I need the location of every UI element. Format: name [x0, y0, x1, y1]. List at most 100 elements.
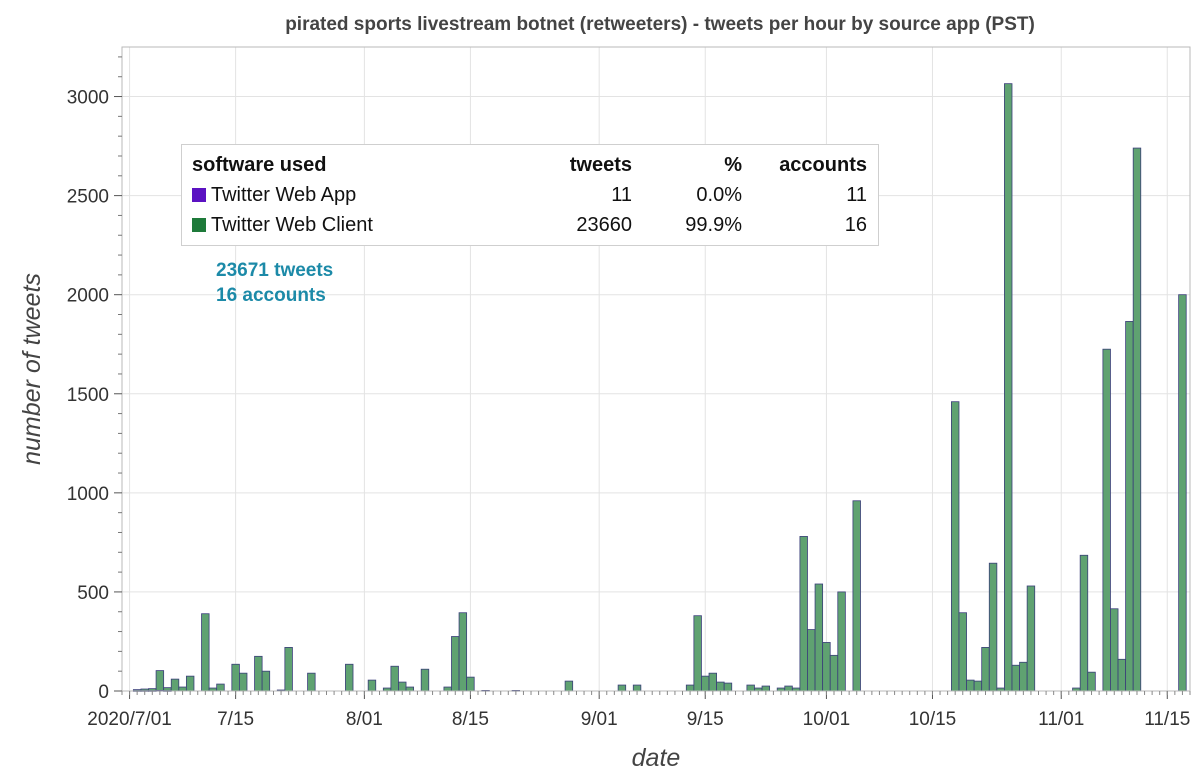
- bar: [466, 676, 475, 692]
- bar: [170, 678, 180, 692]
- bar: [1178, 294, 1187, 692]
- bar: [345, 663, 354, 692]
- x-tick-label: 11/15: [1144, 709, 1190, 730]
- bar: [1019, 661, 1028, 692]
- bar: [784, 685, 793, 692]
- bar: [701, 675, 710, 692]
- chart-title: pirated sports livestream botnet (retwee…: [285, 14, 1035, 35]
- legend-tweets: 11: [611, 183, 632, 206]
- bar: [1110, 608, 1119, 692]
- bar: [261, 670, 271, 692]
- bar: [148, 688, 157, 692]
- bar: [398, 681, 407, 692]
- bar: [617, 684, 627, 692]
- x-tick-label: 9/01: [581, 709, 618, 730]
- header-accounts: accounts: [779, 153, 867, 176]
- y-tick-label: 1000: [67, 484, 109, 505]
- bar: [239, 672, 248, 692]
- x-tick-label: 8/01: [346, 709, 383, 730]
- legend-percent: 0.0%: [696, 183, 742, 206]
- bar: [814, 583, 824, 692]
- bar: [140, 688, 149, 692]
- legend-tweets: 23660: [576, 213, 632, 236]
- bar: [951, 401, 960, 692]
- x-tick-label: 10/01: [803, 709, 851, 730]
- x-tick-label: 9/15: [687, 709, 724, 730]
- bar: [693, 615, 702, 692]
- bar: [458, 612, 468, 692]
- bar: [1004, 83, 1013, 692]
- legend-software-name: Twitter Web App: [211, 183, 357, 206]
- header-percent: %: [724, 153, 742, 176]
- header-tweets: tweets: [569, 153, 632, 176]
- bar: [723, 682, 733, 692]
- legend-percent: 99.9%: [685, 213, 742, 236]
- bars: [132, 83, 1187, 692]
- bar: [852, 500, 861, 692]
- x-tick-label: 11/01: [1038, 709, 1084, 730]
- bar: [185, 675, 195, 692]
- bar: [231, 663, 240, 692]
- bar: [761, 685, 771, 692]
- bar: [799, 536, 808, 692]
- x-tick-label: 2020/7/01: [87, 709, 172, 730]
- legend-table: software used tweets % accounts Twitter …: [192, 150, 867, 240]
- legend-accounts: 11: [846, 183, 867, 206]
- bar: [829, 654, 839, 692]
- bar: [307, 672, 316, 692]
- bar: [981, 647, 990, 692]
- bar: [284, 647, 293, 692]
- bar: [1011, 664, 1020, 692]
- bar: [132, 689, 142, 692]
- bar: [1117, 658, 1127, 692]
- x-tick-label: 7/15: [217, 709, 254, 730]
- legend-swatch: [192, 187, 206, 202]
- bar: [1026, 585, 1036, 692]
- legend-header-row: software used tweets % accounts: [192, 150, 867, 180]
- bar: [837, 591, 846, 692]
- plot-frame: [121, 46, 1191, 692]
- bar: [1132, 147, 1142, 692]
- bar: [178, 686, 187, 692]
- summary-annotation: 23671 tweets 16 accounts: [216, 258, 333, 308]
- legend-table-box: software used tweets % accounts Twitter …: [181, 144, 879, 246]
- bar: [966, 679, 975, 692]
- bar: [451, 636, 460, 692]
- legend-row: Twitter Web App 11 0.0% 11: [192, 180, 867, 210]
- bar: [822, 642, 831, 692]
- y-tick-label: 2000: [67, 286, 109, 307]
- legend-row: Twitter Web Client 23660 99.9% 16: [192, 210, 867, 240]
- bar: [1125, 321, 1134, 692]
- bar: [632, 684, 642, 692]
- bar: [443, 686, 452, 692]
- bar: [155, 670, 165, 691]
- header-software-used: software used: [192, 153, 327, 176]
- bar: [1087, 671, 1096, 692]
- legend-swatch: [192, 217, 206, 232]
- bar: [420, 668, 430, 692]
- legend-accounts: 16: [844, 213, 867, 236]
- y-tick-label: 500: [77, 583, 109, 604]
- bar: [746, 684, 755, 692]
- y-tick-label: 0: [98, 682, 109, 703]
- bar: [367, 679, 377, 692]
- summary-accounts: 16 accounts: [216, 285, 326, 306]
- bar: [216, 683, 225, 692]
- bar: [1079, 554, 1089, 692]
- legend-software-name: Twitter Web Client: [211, 213, 373, 236]
- bar: [1102, 348, 1111, 692]
- bar: [390, 665, 399, 692]
- bar: [254, 655, 263, 692]
- bar: [973, 680, 983, 692]
- y-tick-label: 2500: [67, 187, 109, 208]
- x-tick-label: 8/15: [452, 709, 489, 730]
- bar: [201, 613, 210, 692]
- axes: 0 500 1000 1500 2000 2500 3000 2020/7/01 7/15 8/0…: [67, 56, 1191, 730]
- bar: [716, 681, 725, 692]
- bar: [708, 672, 717, 692]
- y-tick-label: 3000: [67, 88, 109, 109]
- bar: [564, 680, 574, 692]
- x-tick-label: 10/15: [909, 709, 957, 730]
- bar: [405, 686, 415, 692]
